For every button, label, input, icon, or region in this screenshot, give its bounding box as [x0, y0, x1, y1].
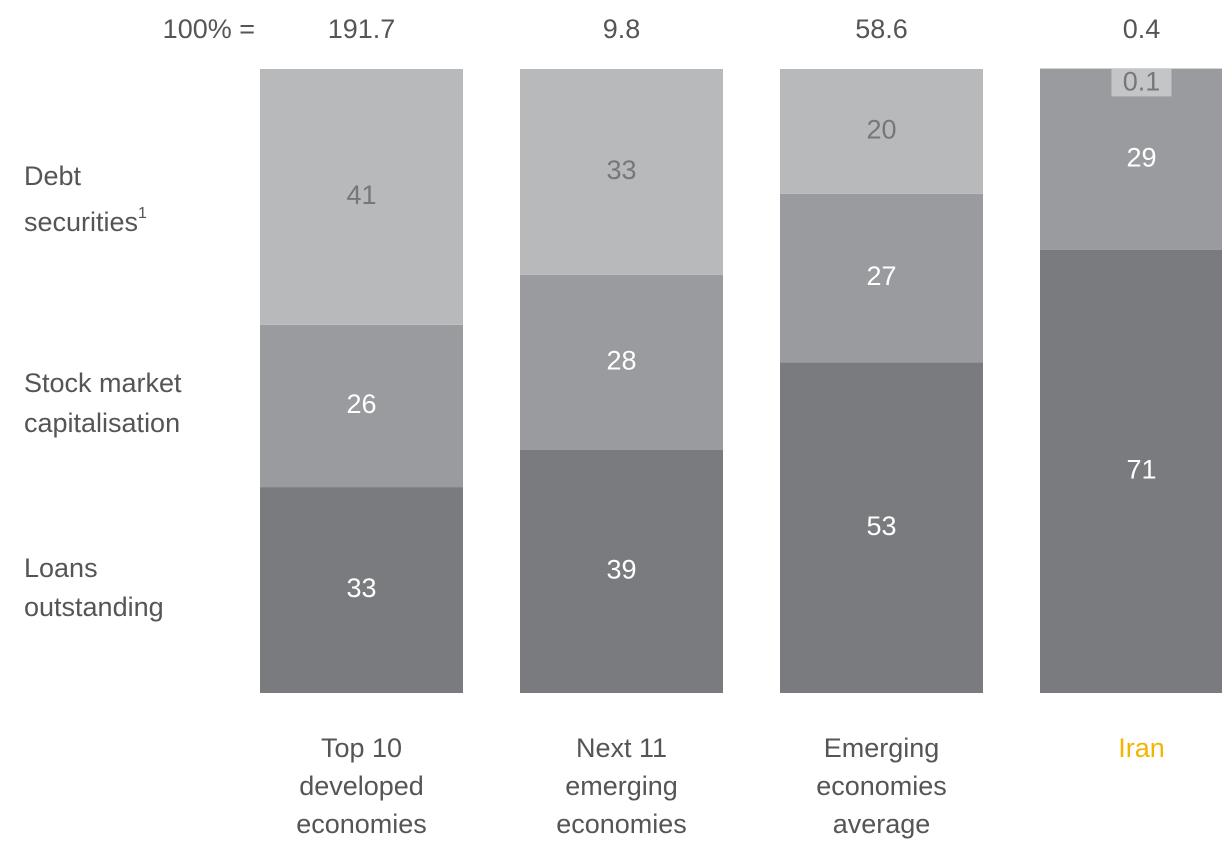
x-tick-label: Top 10 — [321, 733, 402, 763]
x-tick-label: emerging — [565, 771, 678, 801]
value-label: 53 — [866, 511, 896, 541]
total-value: 9.8 — [603, 14, 641, 44]
x-tick-label: Next 11 — [576, 733, 667, 763]
series-label: securities1 — [24, 205, 147, 237]
bar-segment — [780, 69, 983, 194]
series-label: Debt — [24, 161, 82, 191]
series-label: outstanding — [24, 592, 164, 622]
bar-segment — [520, 69, 723, 275]
value-label: 20 — [866, 115, 896, 145]
value-label: 33 — [346, 573, 376, 603]
bar-segment — [520, 274, 723, 450]
bar-segment — [520, 449, 723, 693]
series-label: Loans — [24, 553, 98, 583]
series-label: Stock market — [24, 368, 182, 398]
bar-segment — [260, 487, 463, 693]
x-tick-label: economies — [296, 809, 427, 839]
bar-segment — [780, 193, 983, 363]
total-value: 191.7 — [328, 14, 396, 44]
x-tick-label: average — [833, 809, 931, 839]
value-label: 27 — [866, 261, 896, 291]
value-label: 41 — [346, 180, 376, 210]
bar-segment — [780, 362, 983, 693]
x-tick-label: Iran — [1118, 733, 1165, 763]
x-tick-label: economies — [556, 809, 687, 839]
total-label: 100% = — [163, 14, 255, 44]
value-label: 29 — [1126, 143, 1156, 173]
bar-segment — [1040, 69, 1222, 250]
small-value-box — [1111, 68, 1172, 97]
total-value: 58.6 — [855, 14, 908, 44]
footnote-mark: 1 — [138, 205, 147, 222]
bar-segment — [260, 324, 463, 488]
value-label: 71 — [1126, 455, 1156, 485]
x-tick-label: developed — [299, 771, 424, 801]
value-label: 26 — [346, 389, 376, 419]
value-label: 0.1 — [1123, 67, 1161, 97]
total-value: 0.4 — [1123, 14, 1161, 44]
x-tick-label: economies — [816, 771, 947, 801]
value-label: 33 — [606, 155, 636, 185]
value-label: 28 — [606, 345, 636, 375]
series-label: capitalisation — [24, 408, 180, 438]
x-tick-label: Emerging — [824, 733, 940, 763]
bar-segment — [260, 69, 463, 325]
value-label: 39 — [606, 554, 636, 584]
bar-segment — [1040, 249, 1222, 693]
